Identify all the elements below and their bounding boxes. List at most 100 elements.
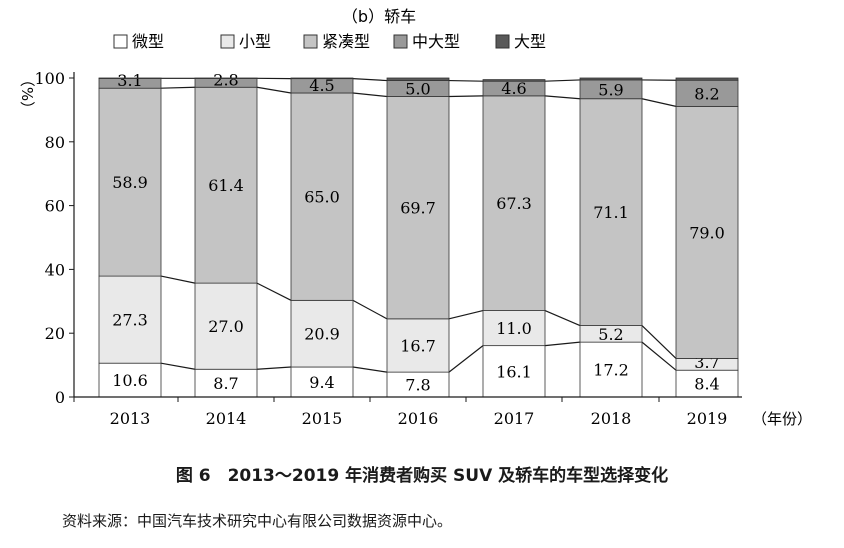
bar-segment — [98, 87, 162, 277]
connector-line — [641, 341, 677, 371]
data-label: 8.2 — [694, 84, 719, 103]
stacked-bar-chart: （b）轿车 微型 小型 紧凑型 中大型 大型 （%） 10.6 27.3 58.9 3.1 8.… — [18, 7, 812, 428]
legend-label: 中大型 — [412, 32, 460, 51]
chart-title: （b）轿车 — [342, 7, 416, 26]
legend-label: 微型 — [132, 32, 164, 51]
data-label: 65.0 — [304, 188, 340, 207]
bar-segment — [675, 369, 739, 398]
y-tick-label: 60 — [45, 197, 65, 216]
connector-line — [641, 325, 677, 359]
connector-line — [448, 95, 484, 98]
connector-line — [160, 362, 196, 370]
figure-caption: 图 6 2013～2019 年消费者购买 SUV 及轿车的车型选择变化 — [175, 466, 669, 486]
connector-line — [448, 309, 484, 320]
legend-swatch — [393, 34, 408, 49]
connector-line — [352, 299, 388, 320]
bar-segment — [290, 77, 354, 80]
data-label: 61.4 — [208, 176, 244, 195]
legend-label: 大型 — [514, 32, 546, 51]
y-tick-label: 80 — [45, 133, 65, 152]
bar-segment — [675, 79, 739, 107]
y-axis-label: （%） — [18, 72, 36, 116]
bar-segment — [290, 299, 354, 368]
data-label: 5.9 — [598, 80, 623, 99]
connector-line — [352, 92, 388, 98]
data-label: 7.8 — [405, 376, 430, 395]
bar-segment — [482, 345, 546, 398]
data-label: 9.4 — [309, 373, 334, 392]
x-tick-label: 2013 — [110, 409, 151, 428]
connector-line — [256, 86, 292, 94]
y-tick-label: 40 — [45, 260, 65, 279]
connector-line — [544, 79, 581, 82]
data-label: 16.7 — [400, 336, 436, 355]
data-label: 4.5 — [309, 76, 334, 95]
data-label: 4.6 — [501, 79, 526, 98]
legend-swatch — [495, 34, 510, 49]
bar-segment — [194, 86, 258, 284]
x-axis-label: （年份） — [752, 410, 812, 428]
connector-lines — [160, 77, 677, 373]
connector-line — [544, 95, 581, 100]
x-tick-label: 2018 — [591, 409, 632, 428]
x-tick-label: 2016 — [398, 409, 439, 428]
bar-segment — [482, 310, 546, 347]
data-label: 27.3 — [112, 311, 148, 330]
connector-line — [160, 275, 196, 284]
data-label: 69.7 — [400, 199, 436, 218]
legend-swatch — [303, 34, 318, 49]
data-label: 17.2 — [593, 361, 629, 380]
data-label: 10.6 — [112, 371, 148, 390]
data-label: 11.0 — [496, 319, 532, 338]
bar-segment — [98, 275, 162, 364]
bars: 10.6 27.3 58.9 3.1 8.7 27.0 61.4 2.8 9.4 20.9 65.0… — [98, 70, 739, 398]
legend-swatch — [113, 34, 128, 49]
y-tick-label: 0 — [55, 388, 65, 407]
connector-line — [256, 366, 292, 370]
data-label: 79.0 — [689, 223, 725, 242]
data-label: 8.4 — [694, 375, 719, 394]
connector-line — [160, 86, 196, 89]
bar-segment — [386, 371, 450, 398]
data-label: 8.7 — [213, 374, 238, 393]
data-label: 27.0 — [208, 317, 244, 336]
data-label: 2.8 — [213, 70, 238, 89]
bar-segment — [579, 77, 643, 81]
x-tick-label: 2017 — [494, 409, 535, 428]
data-label: 5.0 — [405, 80, 430, 99]
bar-segment — [194, 368, 258, 398]
connector-line — [544, 309, 581, 327]
bar-segment — [98, 77, 162, 79]
connector-line — [448, 345, 484, 373]
bar-segment — [482, 79, 546, 82]
connector-line — [352, 78, 388, 82]
y-tick-label: 100 — [34, 69, 65, 88]
data-label: 58.9 — [112, 173, 148, 192]
data-label: 5.2 — [598, 325, 623, 344]
bar-segment — [579, 98, 643, 326]
connector-line — [544, 341, 581, 347]
x-tick-label: 2015 — [302, 409, 343, 428]
legend-label: 小型 — [239, 32, 271, 51]
bar-segment — [98, 362, 162, 398]
legend-swatch — [220, 34, 235, 49]
data-label: 20.9 — [304, 325, 340, 344]
legend: 微型 小型 紧凑型 中大型 大型 — [113, 32, 546, 51]
bar-segment — [482, 95, 546, 311]
x-tick-label: 2019 — [687, 409, 728, 428]
source-note: 资料来源：中国汽车技术研究中心有限公司数据资源中心。 — [62, 512, 453, 530]
data-label: 16.1 — [496, 362, 532, 381]
bar-segment — [386, 77, 450, 81]
bar-segment — [386, 318, 450, 373]
x-tick-label: 2014 — [206, 409, 247, 428]
y-tick-label: 20 — [45, 324, 65, 343]
connector-line — [352, 366, 388, 373]
data-label: 67.3 — [496, 194, 532, 213]
connector-line — [641, 98, 677, 107]
bar-segment — [579, 341, 643, 398]
connector-line — [448, 79, 484, 82]
data-label: 3.1 — [117, 71, 142, 90]
bar-segment — [194, 77, 258, 79]
legend-label: 紧凑型 — [322, 32, 370, 51]
data-label: 71.1 — [593, 203, 629, 222]
